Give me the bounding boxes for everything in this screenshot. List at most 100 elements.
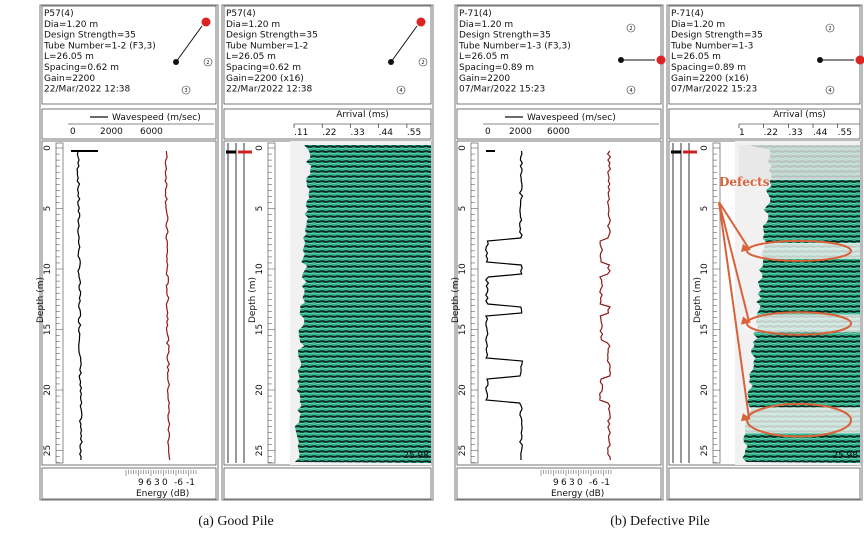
info-line: Design Strength=35	[671, 31, 763, 41]
depth-tick-label: 15	[43, 324, 53, 335]
depth-tick-label: 15	[255, 324, 265, 335]
info-line: L=26.05 m	[226, 52, 276, 62]
tube-label: 3	[184, 88, 187, 94]
info-line: P57(4)	[44, 9, 74, 19]
depth-label: Depth (m)	[693, 277, 703, 323]
energy-tick-label: 3	[154, 478, 160, 488]
info-line: Dia=1.20 m	[671, 20, 725, 30]
info-line: 07/Mar/2022 15:23	[459, 85, 545, 95]
page: P57(4)Dia=1.20 mDesign Strength=35Tube N…	[0, 0, 864, 534]
info-line: L=26.05 m	[459, 52, 509, 62]
depth-tick-label: 15	[458, 324, 468, 335]
info-line: 07/Mar/2022 15:23	[671, 85, 757, 95]
info-line: Spacing=0.62 m	[226, 63, 301, 73]
info-line: P-71(4)	[671, 9, 704, 19]
legend-text: Arrival (ms)	[336, 110, 389, 120]
depth-tick-label: 5	[458, 206, 468, 212]
tube-label: 2	[206, 60, 209, 66]
info-line: Dia=1.20 m	[459, 20, 513, 30]
info-line: Spacing=0.62 m	[44, 63, 119, 73]
info-line: Gain=2200 (x16)	[671, 74, 749, 84]
info-line: Tube Number=1-3 (F3,3)	[458, 41, 571, 51]
info-line: L=26.05 m	[671, 52, 721, 62]
depth-tick-label: 0	[458, 145, 468, 151]
scale-tick-label: .22	[764, 128, 778, 138]
energy-tick-label: 3	[569, 478, 575, 488]
end-label: 25.98	[832, 451, 858, 461]
info-line: Dia=1.20 m	[226, 20, 280, 30]
depth-tick-label: 0	[43, 145, 53, 151]
depth-tick-label: 20	[255, 384, 265, 396]
depth-tick-label: 25	[43, 445, 53, 456]
scale-tick-label: .22	[322, 128, 336, 138]
depth-label: Depth (m)	[248, 277, 258, 323]
scale-tick-label: .44	[379, 128, 394, 138]
scale-tick-label: .11	[294, 128, 308, 138]
depth-tick-label: 25	[255, 445, 265, 456]
tube-active	[657, 56, 666, 65]
energy-tick-label: -6	[589, 478, 598, 488]
info-line: P-71(4)	[459, 9, 492, 19]
depth-tick-label: 0	[255, 145, 265, 151]
defects-label: Defects	[719, 175, 770, 189]
depth-tick-label: 10	[458, 263, 468, 275]
energy-tick-label: -1	[601, 478, 610, 488]
info-line: Dia=1.20 m	[44, 20, 98, 30]
scale-tick-label: 0	[70, 127, 76, 137]
depth-tick-label: 10	[43, 263, 53, 275]
depth-tick-label: 0	[700, 145, 710, 151]
scale-tick-label: 0	[485, 127, 491, 137]
depth-tick-label: 25	[700, 445, 710, 456]
legend-text: Wavespeed (m/sec)	[527, 113, 616, 123]
scale-tick-label: 2000	[100, 127, 123, 137]
energy-tick-label: 0	[162, 478, 168, 488]
energy-label: Energy (dB)	[136, 489, 189, 499]
scale-tick-label: .33	[350, 128, 364, 138]
info-line: Spacing=0.89 m	[671, 63, 746, 73]
energy-tick-label: 6	[561, 478, 567, 488]
end-label: 25.98	[403, 451, 429, 461]
info-line: Gain=2200	[459, 74, 510, 84]
energy-tick-label: 0	[577, 478, 583, 488]
depth-tick-label: 10	[700, 263, 710, 275]
depth-tick-label: 10	[255, 263, 265, 275]
scale-tick-label: 1	[739, 128, 745, 138]
depth-tick-label: 20	[43, 384, 53, 396]
tube-label: 4	[629, 88, 632, 94]
energy-tick-label: -1	[186, 478, 195, 488]
info-line: Tube Number=1-2	[225, 41, 308, 51]
tube-active	[202, 18, 211, 27]
depth-tick-label: 5	[255, 206, 265, 212]
info-line: L=26.05 m	[44, 52, 94, 62]
info-line: Spacing=0.89 m	[459, 63, 534, 73]
scale-tick-label: 2000	[509, 127, 532, 137]
info-line: 22/Mar/2022 12:38	[226, 85, 312, 95]
depth-tick-label: 20	[700, 384, 710, 396]
info-line: Tube Number=1-3	[670, 41, 753, 51]
info-line: Design Strength=35	[459, 31, 551, 41]
energy-tick-label: -6	[174, 478, 183, 488]
info-line: Gain=2200 (x16)	[226, 74, 304, 84]
depth-label: Depth (m)	[451, 277, 461, 323]
tube-label: 4	[399, 88, 402, 94]
tube-label: 4	[828, 88, 831, 94]
tube-label: 2	[629, 26, 632, 32]
depth-tick-label: 20	[458, 384, 468, 396]
energy-tick-label: 9	[553, 478, 559, 488]
info-line: Tube Number=1-2 (F3,3)	[43, 41, 156, 51]
tube-active	[417, 18, 426, 27]
tube-label: 2	[421, 60, 424, 66]
scale-tick-label: .55	[407, 128, 421, 138]
depth-tick-label: 5	[700, 206, 710, 212]
energy-label: Energy (dB)	[551, 489, 604, 499]
info-line: Gain=2200	[44, 74, 95, 84]
legend-text: Arrival (ms)	[773, 110, 826, 120]
depth-tick-label: 15	[700, 324, 710, 335]
caption: (b) Defective Pile	[610, 514, 710, 529]
depth-label: Depth (m)	[36, 277, 46, 323]
scale-tick-label: 6000	[547, 127, 570, 137]
caption: (a) Good Pile	[198, 514, 273, 529]
scale-tick-label: 6000	[140, 127, 163, 137]
legend-text: Wavespeed (m/sec)	[112, 113, 201, 123]
info-line: Design Strength=35	[44, 31, 136, 41]
